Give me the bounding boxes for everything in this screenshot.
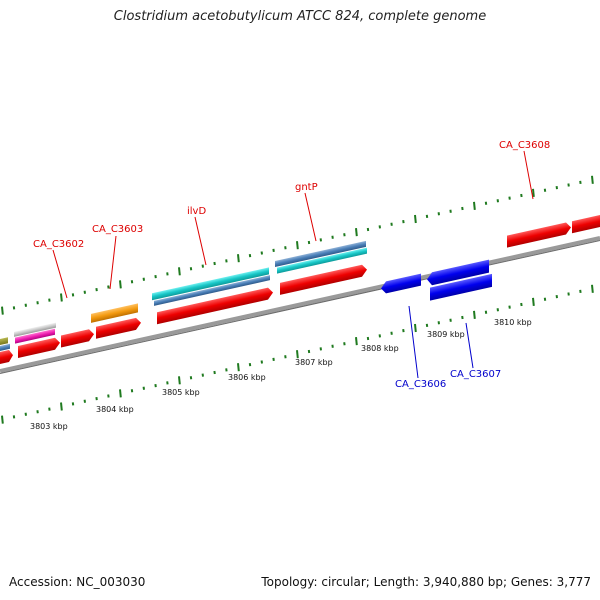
major-tick: [178, 267, 181, 276]
gene-arrow-red: [572, 213, 600, 234]
map-title: Clostridium acetobutylicum ATCC 824, com…: [113, 9, 487, 24]
major-tick: [237, 254, 240, 263]
gene-arrow-red: [507, 222, 571, 248]
major-tick: [60, 402, 63, 411]
major-tick: [178, 376, 181, 385]
gene-labels: CA_C3602 CA_C3603 ilvD gntP CA_C3608 CA_…: [33, 140, 550, 390]
major-tick: [296, 350, 299, 359]
tick-label: 3804 kbp: [96, 405, 134, 414]
gene-label-ca-c3603: CA_C3603: [92, 224, 143, 235]
inner-tick-track: [1, 284, 594, 424]
feature-cyan: [277, 247, 367, 274]
gene-arrow-red: [280, 264, 367, 295]
tick-label: 3807 kbp: [295, 358, 333, 367]
gene-label-gntp: gntP: [295, 182, 318, 193]
gene-label-ilvd: ilvD: [187, 206, 206, 217]
gene-label-ca-c3607: CA_C3607: [450, 369, 501, 380]
major-tick: [532, 297, 535, 306]
genome-backbone-shadow: [0, 240, 600, 374]
genome-backbone: [0, 236, 600, 373]
leader-line: [109, 235, 117, 290]
feature-pink: [15, 328, 55, 344]
major-tick: [473, 201, 476, 210]
accession-text: Accession: NC_003030: [9, 575, 146, 589]
feature-cyan: [152, 267, 269, 301]
tick-label: 3805 kbp: [162, 388, 200, 397]
gene-label-ca-c3608: CA_C3608: [499, 140, 550, 151]
gene-arrow-red: [61, 329, 94, 348]
major-tick: [1, 415, 4, 424]
gene-label-ca-c3606: CA_C3606: [395, 379, 446, 390]
major-tick: [355, 228, 358, 237]
major-tick: [355, 337, 358, 346]
feature-silver: [14, 322, 56, 337]
leader-line: [408, 305, 419, 379]
major-tick: [414, 214, 417, 224]
major-tick: [414, 323, 417, 333]
tick-label: 3803 kbp: [30, 422, 68, 431]
gene-label-ca-c3602: CA_C3602: [33, 239, 84, 250]
gene-arrow-red: [96, 317, 141, 339]
gene-arrow-blue: [430, 273, 492, 301]
leader-line: [194, 216, 207, 266]
major-tick: [591, 175, 594, 184]
tick-label: 3806 kbp: [228, 373, 266, 382]
feature-steel: [154, 275, 270, 306]
major-tick: [473, 310, 476, 319]
major-tick: [296, 241, 299, 250]
tick-label: 3809 kbp: [427, 330, 465, 339]
major-tick: [119, 280, 122, 289]
gene-arrow-red: [18, 337, 60, 359]
tick-labels: 3803 kbp 3804 kbp 3805 kbp 3806 kbp 3807…: [30, 318, 532, 431]
gene-features: [0, 213, 600, 366]
genome-summary-text: Topology: circular; Length: 3,940,880 bp…: [261, 575, 591, 589]
gene-arrow-blue: [381, 273, 421, 294]
feature-steel: [275, 240, 366, 268]
feature-olive: [0, 337, 8, 347]
major-tick: [591, 284, 594, 293]
outer-tick-track: [1, 175, 594, 315]
major-tick: [119, 389, 122, 398]
leader-line: [523, 150, 534, 200]
major-tick: [532, 188, 535, 197]
leader-line: [52, 249, 68, 299]
gene-arrow-red: [0, 350, 13, 366]
gene-arrow-red: [157, 287, 273, 325]
tick-label: 3808 kbp: [361, 344, 399, 353]
leader-line: [304, 192, 317, 242]
major-tick: [237, 363, 240, 372]
feature-steel: [0, 343, 10, 353]
major-tick: [60, 293, 63, 302]
label-leaders: [52, 150, 534, 379]
major-tick: [1, 306, 4, 315]
tick-label: 3810 kbp: [494, 318, 532, 327]
gene-arrow-blue: [427, 259, 489, 286]
feature-orange: [91, 303, 138, 323]
leader-line: [465, 322, 474, 369]
